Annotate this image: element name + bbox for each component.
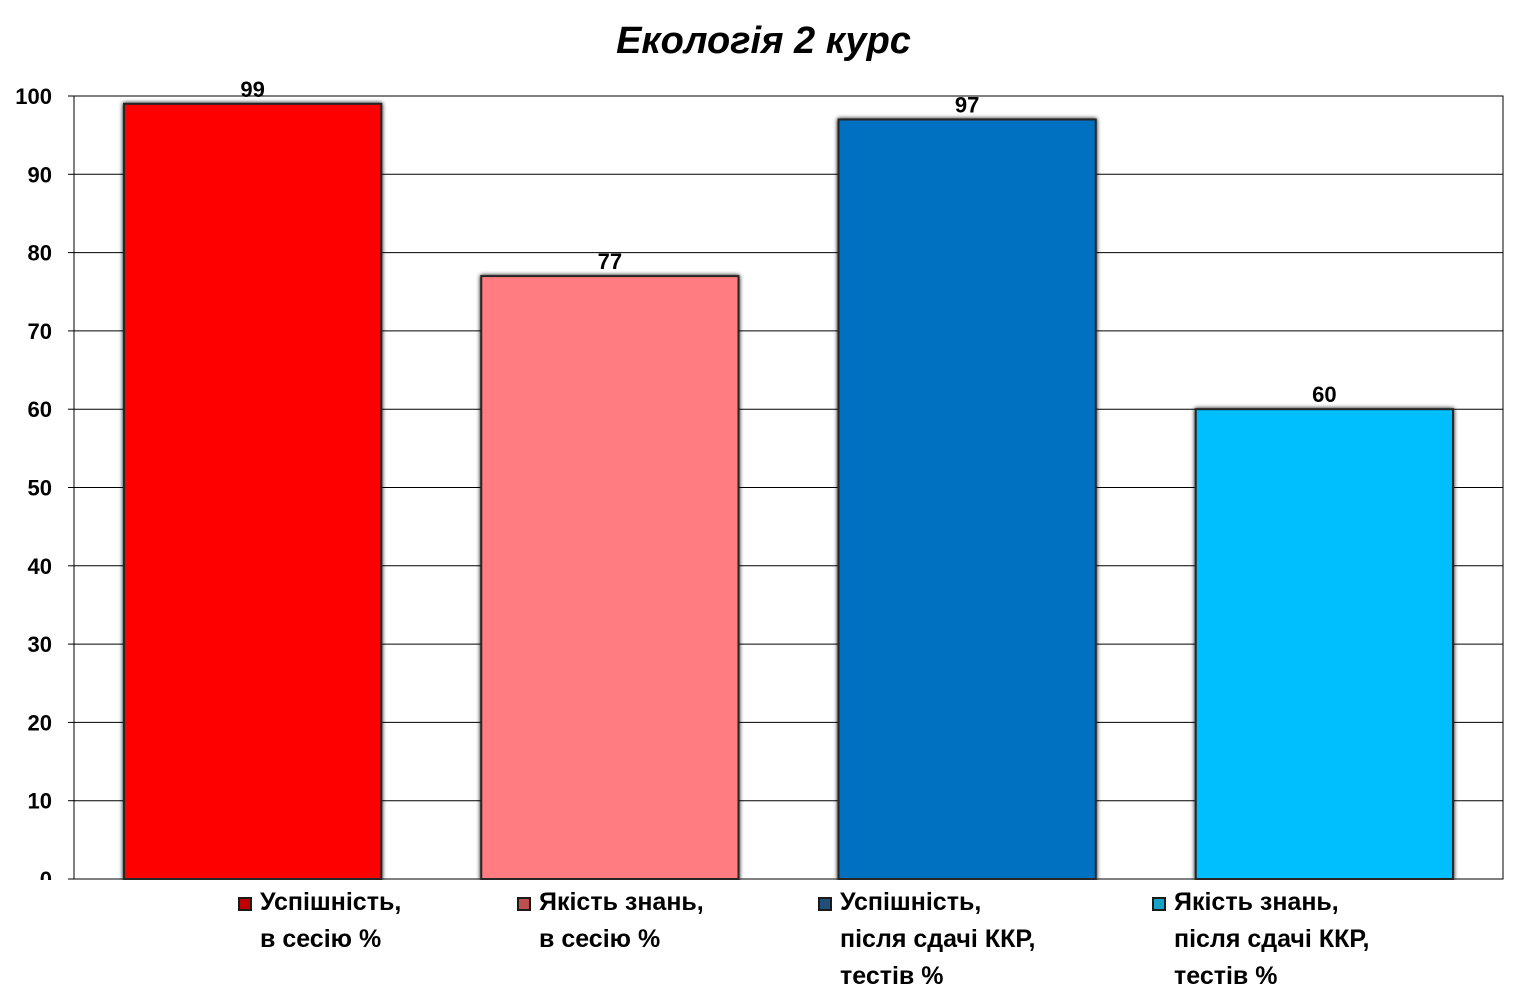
bars [123, 102, 1454, 880]
bar-chart: 99 77 97 60 0 10 20 30 40 50 60 70 80 90 100 [15, 77, 1504, 880]
y-tick-label: 80 [28, 241, 52, 266]
y-axis-ticks: 0 10 20 30 40 50 60 70 80 90 100 [15, 84, 74, 880]
legend-label: Якість знань, в сесію % [539, 888, 704, 953]
y-tick-label: 30 [28, 632, 52, 657]
legend-swatch [517, 897, 531, 911]
data-label-4: 60 [1312, 382, 1336, 407]
legend-label: Успішність, після сдачі ККР, тестів % [840, 888, 1036, 990]
y-tick-label: 50 [28, 476, 52, 501]
y-tick-label: 60 [28, 397, 52, 422]
chart-title: Екологія 2 курс [616, 20, 911, 62]
y-tick-label: 10 [28, 789, 52, 814]
data-label-2: 77 [598, 249, 622, 274]
bar-2 [480, 275, 740, 880]
data-label-1: 99 [240, 77, 264, 102]
legend-label: Якість знань, після сдачі ККР, тестів % [1174, 888, 1370, 990]
y-tick-label: 40 [28, 554, 52, 579]
y-tick-label: 20 [28, 710, 52, 735]
y-tick-label: 70 [28, 319, 52, 344]
legend-label: Успішність, в сесію % [260, 888, 402, 953]
bar-4 [1194, 408, 1454, 880]
legend: Успішність, в сесію % Якість знань, в сес… [0, 884, 1527, 997]
legend-item-3: Успішність, після сдачі ККР, тестів % [818, 884, 1036, 995]
bar-3 [837, 118, 1097, 880]
data-labels: 99 77 97 60 [240, 77, 1336, 407]
legend-swatch [818, 897, 832, 911]
legend-item-4: Якість знань, після сдачі ККР, тестів % [1152, 884, 1370, 995]
legend-swatch [1152, 897, 1166, 911]
y-tick-label: 0 [40, 867, 52, 880]
y-tick-label: 90 [28, 162, 52, 187]
legend-swatch [238, 897, 252, 911]
bar-1 [123, 102, 383, 880]
data-label-3: 97 [955, 92, 979, 117]
legend-item-2: Якість знань, в сесію % [517, 884, 704, 958]
y-tick-label: 100 [15, 84, 52, 109]
legend-item-1: Успішність, в сесію % [238, 884, 401, 958]
